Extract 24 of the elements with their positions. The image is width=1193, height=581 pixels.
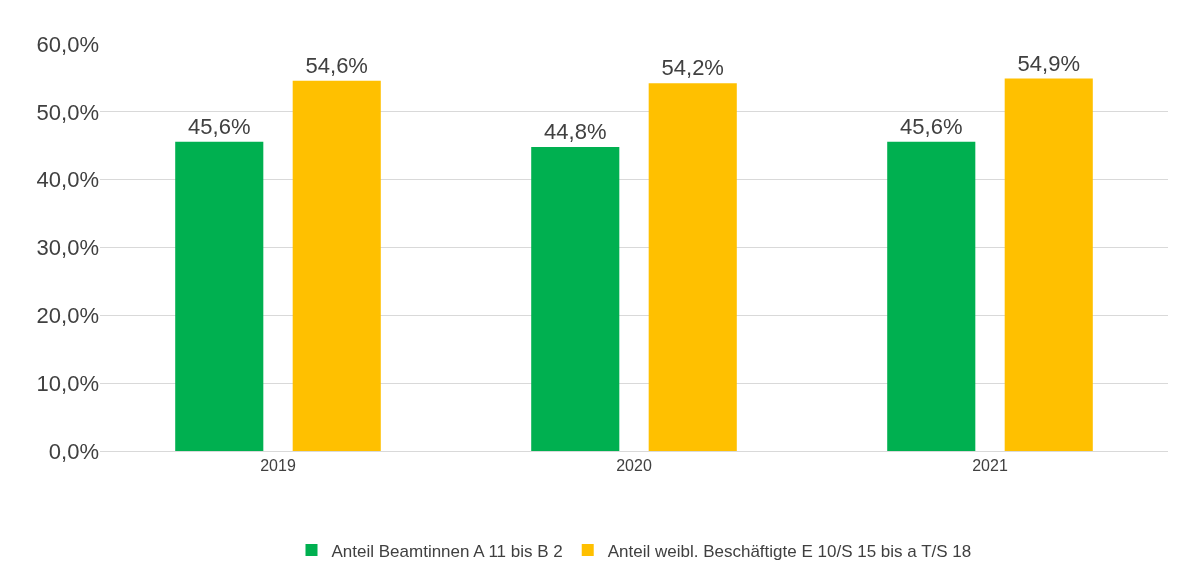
x-tick-label: 2021 (972, 457, 1008, 475)
legend-label: Anteil Beamtinnen A 11 bis B 2 (331, 541, 563, 561)
bar (292, 80, 381, 451)
legend-label: Anteil weibl. Beschäftigte E 10/S 15 bis a T/S 18 (607, 541, 972, 561)
data-label: 44,8% (544, 119, 607, 145)
x-tick-label: 2019 (260, 457, 296, 475)
bar (887, 141, 976, 451)
y-tick-label: 20,0% (36, 303, 99, 329)
y-tick-label: 10,0% (36, 370, 99, 396)
bar (531, 147, 620, 451)
bar (1004, 78, 1093, 451)
data-label: 54,2% (661, 55, 724, 81)
bar (175, 141, 264, 451)
y-tick-label: 0,0% (48, 438, 99, 464)
bar (648, 83, 737, 451)
x-tick-label: 2020 (616, 457, 652, 475)
y-tick-label: 40,0% (36, 167, 99, 193)
y-tick-label: 30,0% (36, 235, 99, 261)
y-tick-label: 50,0% (36, 99, 99, 125)
y-tick-label: 60,0% (36, 31, 99, 57)
data-label: 45,6% (188, 113, 251, 139)
data-label: 45,6% (900, 113, 963, 139)
data-label: 54,6% (305, 52, 368, 78)
data-label: 54,9% (1017, 50, 1080, 76)
